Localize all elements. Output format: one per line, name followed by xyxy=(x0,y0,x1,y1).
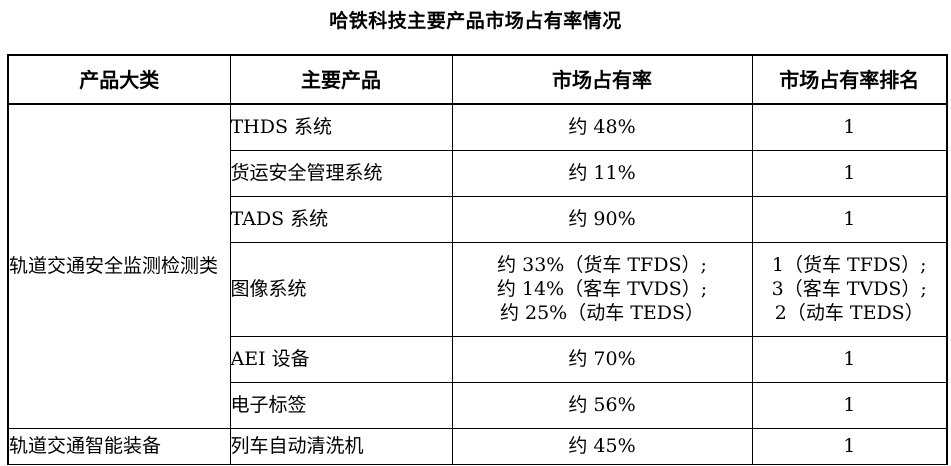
share-cell-multi: 约 33%（货车 TFDS）; 约 14%（客车 TVDS）; 约 25%（动车… xyxy=(451,241,753,337)
share-line: 约 25%（动车 TEDS） xyxy=(499,302,705,324)
category-cell-smart: 轨道交通智能装备 xyxy=(7,427,231,465)
header-rank: 市场占有率排名 xyxy=(751,54,948,105)
share-cell: 约 48% xyxy=(451,103,753,151)
product-cell: THDS 系统 xyxy=(229,103,453,151)
table-title: 哈铁科技主要产品市场占有率情况 xyxy=(329,10,622,32)
header-row: 产品大类 主要产品 市场占有率 市场占有率排名 xyxy=(7,54,948,105)
rank-cell: 1 xyxy=(751,427,948,465)
rank-cell: 1 xyxy=(751,149,948,197)
product-cell: 货运安全管理系统 xyxy=(229,149,453,197)
share-cell: 约 11% xyxy=(451,149,753,197)
table-row: AEI 设备 约 70% 1 xyxy=(8,335,948,383)
rank-cell: 1 xyxy=(751,335,948,383)
category-cell-safety: 轨道交通安全监测检测类 xyxy=(7,103,231,429)
table-row: 图像系统 约 33%（货车 TFDS）; 约 14%（客车 TVDS）; 约 2… xyxy=(8,241,948,337)
rank-line: 3（客车 TVDS）; xyxy=(771,278,927,300)
product-cell: TADS 系统 xyxy=(229,195,453,243)
rank-cell: 1 xyxy=(751,195,948,243)
product-cell: AEI 设备 xyxy=(229,335,453,383)
rank-cell: 1 xyxy=(751,381,948,429)
share-cell: 约 90% xyxy=(451,195,753,243)
share-cell: 约 45% xyxy=(451,427,753,465)
table-row: 电子标签 约 56% 1 xyxy=(8,381,948,429)
product-cell: 列车自动清洗机 xyxy=(229,427,453,465)
table-row: 轨道交通安全监测检测类 THDS 系统 约 48% 1 xyxy=(7,103,948,429)
market-share-table: 产品大类 主要产品 市场占有率 市场占有率排名 轨道交通安全监测检测类 THDS… xyxy=(7,54,948,465)
rank-cell-multi: 1（货车 TFDS）; 3（客车 TVDS）; 2（动车 TEDS） xyxy=(751,241,948,337)
product-cell: 电子标签 xyxy=(229,381,453,429)
header-product: 主要产品 xyxy=(229,54,453,105)
rank-line: 2（动车 TEDS） xyxy=(774,302,924,324)
share-line: 约 33%（货车 TFDS）; xyxy=(497,254,707,276)
product-cell: 图像系统 xyxy=(229,241,453,337)
table-row: 轨道交通智能装备 列车自动清洗机 约 45% 1 xyxy=(7,427,948,465)
table-row: 货运安全管理系统 约 11% 1 xyxy=(8,149,948,197)
header-share: 市场占有率 xyxy=(451,54,753,105)
share-line: 约 14%（客车 TVDS）; xyxy=(496,278,708,300)
rank-cell: 1 xyxy=(751,103,948,151)
rank-line: 1（货车 TFDS）; xyxy=(771,254,927,276)
header-category: 产品大类 xyxy=(7,54,231,105)
table-row: TADS 系统 约 90% 1 xyxy=(8,195,948,243)
share-cell: 约 70% xyxy=(451,335,753,383)
share-cell: 约 56% xyxy=(451,381,753,429)
